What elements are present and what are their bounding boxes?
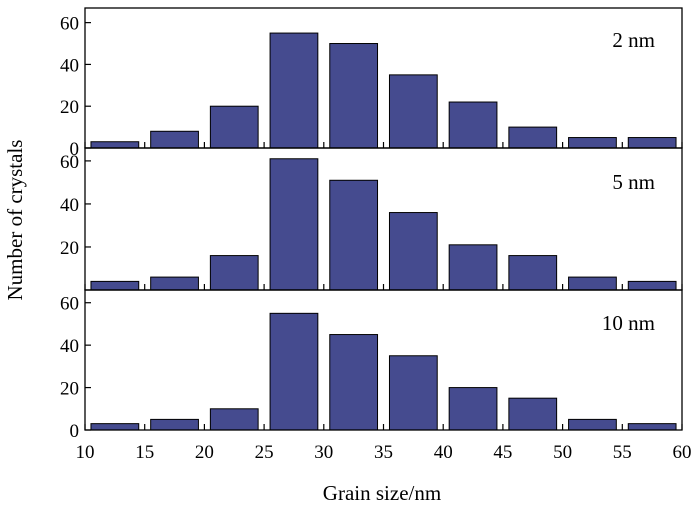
- y-tick-label: 20: [60, 379, 79, 400]
- x-tick-label: 10: [76, 442, 95, 463]
- y-tick-label: 40: [60, 336, 79, 357]
- x-tick-label: 40: [434, 442, 453, 463]
- x-tick-label: 50: [553, 442, 572, 463]
- x-tick-label: 30: [314, 442, 333, 463]
- x-axis-title: Grain size/nm: [323, 481, 441, 505]
- bar: [627, 423, 677, 431]
- panel-frame: [84, 289, 683, 431]
- x-tick-label: 35: [374, 442, 393, 463]
- panel-label: 2 nm: [612, 28, 655, 52]
- x-tick-label: 25: [255, 442, 274, 463]
- y-tick-label: 40: [60, 195, 79, 216]
- bar: [448, 387, 498, 431]
- x-tick-label: 45: [493, 442, 512, 463]
- panel-2: 20 40 60 5 nm: [60, 147, 683, 291]
- bar: [329, 334, 379, 431]
- bar: [448, 244, 498, 291]
- bar: [209, 255, 259, 291]
- bar: [627, 137, 677, 149]
- bar: [388, 355, 438, 431]
- y-tick-label: 60: [60, 14, 79, 35]
- bar: [90, 280, 140, 291]
- bar: [209, 105, 259, 149]
- bar: [508, 397, 558, 431]
- x-tick-label: 60: [673, 442, 692, 463]
- bar: [329, 43, 379, 149]
- y-tick-label: 20: [60, 238, 79, 259]
- y-tick-label: 40: [60, 55, 79, 76]
- bar: [269, 32, 319, 149]
- bar: [388, 212, 438, 291]
- y-tick-label: 60: [60, 294, 79, 315]
- bar: [150, 418, 199, 431]
- x-tick-label: 55: [613, 442, 632, 463]
- panel-3: 0 20 40 60 10 nm: [60, 289, 683, 442]
- bar: [627, 280, 677, 291]
- panel-1: 0 20 40 60 2 nm: [60, 7, 683, 160]
- bar: [209, 408, 259, 431]
- x-tick-label: 20: [195, 442, 214, 463]
- bar: [329, 179, 379, 291]
- bar: [568, 418, 617, 431]
- bar: [90, 141, 140, 149]
- y-tick-label: 0: [70, 139, 80, 160]
- bar: [150, 130, 199, 149]
- bar: [508, 126, 558, 149]
- bar: [568, 276, 617, 291]
- panel-frame: [84, 147, 683, 291]
- bar: [269, 158, 319, 291]
- x-tick-label: 15: [135, 442, 154, 463]
- bar: [448, 101, 498, 149]
- panels-layer: 0 20 40 60 2 nm 20 40 60 5 nm 0 20 40 60 10 nm: [60, 7, 683, 442]
- x-axis: 10 15 20 25 30 35 40 45 50 55 60: [76, 442, 692, 463]
- bar: [150, 276, 199, 291]
- bar: [269, 312, 319, 431]
- y-tick-label: 0: [70, 421, 80, 442]
- bar: [508, 255, 558, 291]
- y-tick-label: 20: [60, 97, 79, 118]
- bar: [568, 137, 617, 149]
- y-tick-label: 60: [60, 152, 79, 173]
- bar: [388, 74, 438, 149]
- y-axis-title: Number of crystals: [3, 140, 27, 301]
- panel-frame: [84, 7, 683, 149]
- panel-label: 10 nm: [602, 311, 655, 335]
- panel-label: 5 nm: [612, 170, 655, 194]
- bar: [90, 423, 140, 431]
